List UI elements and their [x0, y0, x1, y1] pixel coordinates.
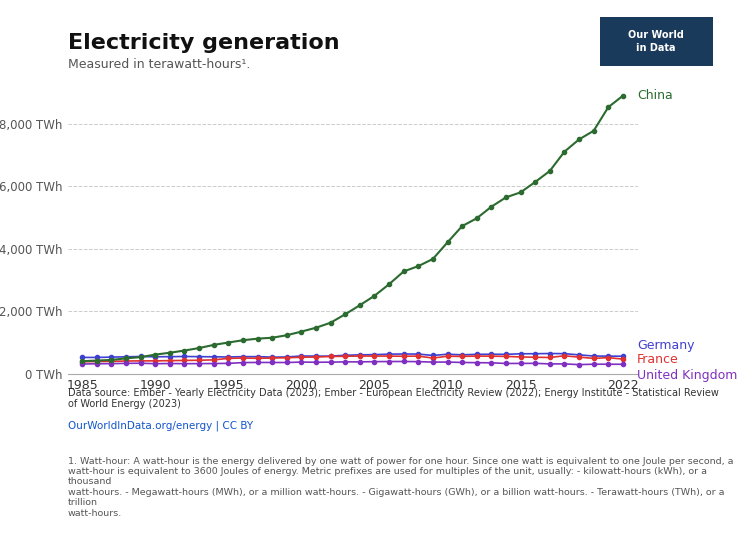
Text: Our World
in Data: Our World in Data: [628, 30, 684, 53]
Text: 1. Watt-hour: A watt-hour is the energy delivered by one watt of power for one h: 1. Watt-hour: A watt-hour is the energy …: [68, 456, 733, 518]
Text: United Kingdom: United Kingdom: [637, 369, 737, 382]
Text: Data source: Ember - Yearly Electricity Data (2023); Ember - European Electricit: Data source: Ember - Yearly Electricity …: [68, 388, 718, 409]
Text: Germany: Germany: [637, 339, 694, 351]
Text: France: France: [637, 353, 679, 366]
Text: China: China: [637, 89, 673, 102]
Text: Measured in terawatt-hours¹.: Measured in terawatt-hours¹.: [68, 58, 250, 71]
Text: OurWorldInData.org/energy | CC BY: OurWorldInData.org/energy | CC BY: [68, 421, 253, 431]
Text: Electricity generation: Electricity generation: [68, 33, 339, 53]
